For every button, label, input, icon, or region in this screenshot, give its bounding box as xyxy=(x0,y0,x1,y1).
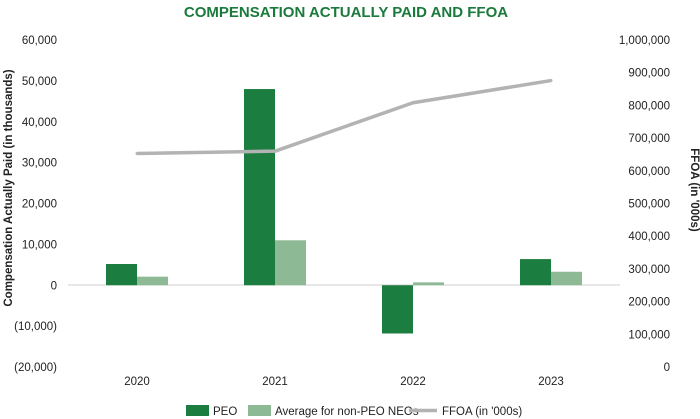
y-tick-label: 40,000 xyxy=(22,117,57,129)
x-tick-label: 2023 xyxy=(538,376,564,388)
bar-peo-2021 xyxy=(244,89,275,286)
y2-tick-label: 200,000 xyxy=(628,297,670,309)
y-tick-label: (20,000) xyxy=(14,362,57,374)
x-tick-label: 2021 xyxy=(262,376,288,388)
ffoa-point-2021 xyxy=(273,149,277,153)
ffoa-point-2022 xyxy=(411,101,415,105)
ffoa-point-2023 xyxy=(549,79,553,83)
bar-non-peo-neos-2022 xyxy=(413,282,444,286)
y2-tick-label: 700,000 xyxy=(628,133,670,145)
legend-label: FFOA (in '000s) xyxy=(442,406,522,418)
x-tick-label: 2020 xyxy=(124,376,150,388)
ffoa-point-2020 xyxy=(135,151,139,155)
x-axis-ticks: 2020 2021 2022 2023 xyxy=(124,376,564,388)
y-tick-label: (10,000) xyxy=(14,321,57,333)
legend-swatch xyxy=(186,405,209,416)
legend: PEO Average for non-PEO NEOs FFOA (in '000… xyxy=(186,405,522,418)
legend-label: Average for non-PEO NEOs xyxy=(275,406,419,418)
y2-tick-label: 0 xyxy=(664,362,670,374)
y2-tick-label: 100,000 xyxy=(628,329,670,341)
y-tick-label: 50,000 xyxy=(22,76,57,88)
y2-tick-label: 1,000,000 xyxy=(619,35,670,47)
y-tick-label: 20,000 xyxy=(22,199,57,211)
bar-non-peo-neos-2023 xyxy=(551,271,582,286)
bar-peo-2022 xyxy=(382,285,413,334)
legend-label: PEO xyxy=(213,406,237,418)
bar-marks xyxy=(106,89,582,334)
ffoa-line-path xyxy=(136,78,552,156)
left-axis-ticks: 60,000 50,000 40,000 30,000 20,000 10,000 0 (10… xyxy=(14,35,57,374)
y2-tick-label: 600,000 xyxy=(628,166,670,178)
y2-tick-label: 300,000 xyxy=(628,264,670,276)
bar-non-peo-neos-2021 xyxy=(275,240,306,286)
legend-swatch xyxy=(248,405,271,416)
y-tick-label: 30,000 xyxy=(22,158,57,170)
left-axis-label: Compensation Actually Paid (in thousands… xyxy=(3,69,15,306)
y2-tick-label: 400,000 xyxy=(628,231,670,243)
y-tick-label: 0 xyxy=(51,280,57,292)
x-tick-label: 2022 xyxy=(400,376,426,388)
bar-peo-2023 xyxy=(520,259,551,286)
bar-non-peo-neos-2020 xyxy=(137,276,168,286)
bar-peo-2020 xyxy=(106,263,137,286)
right-axis-label: FFOA (in '000s) xyxy=(688,148,700,232)
right-axis-ticks: 1,000,000 900,000 800,000 700,000 600,000 500… xyxy=(619,35,670,374)
y-tick-label: 60,000 xyxy=(22,35,57,47)
y-tick-label: 10,000 xyxy=(22,239,57,251)
y2-tick-label: 500,000 xyxy=(628,199,670,211)
ffoa-line xyxy=(135,78,553,156)
chart-title: COMPENSATION ACTUALLY PAID AND FFOA xyxy=(184,4,508,21)
y2-tick-label: 900,000 xyxy=(628,68,670,80)
y2-tick-label: 800,000 xyxy=(628,100,670,112)
